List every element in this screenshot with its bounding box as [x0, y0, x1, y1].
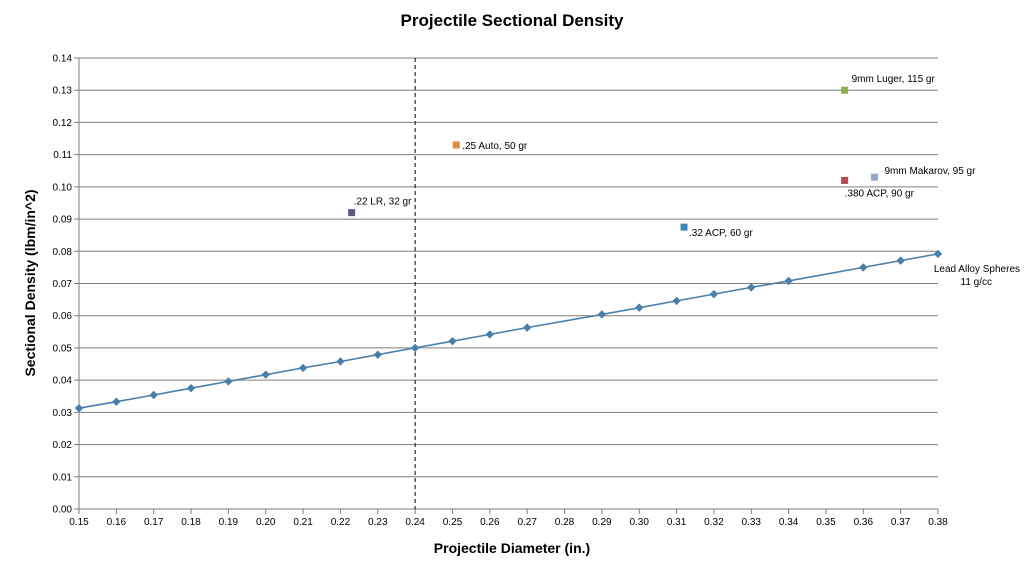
- lead-spheres-marker: [224, 377, 233, 386]
- lead-spheres-marker: [522, 323, 532, 332]
- y-tick-label: 0.03: [53, 408, 73, 419]
- series-layer: Lead Alloy Spheres 11 g/cc: [74, 58, 1020, 509]
- x-tick-label: 0.28: [555, 517, 575, 528]
- grid-layer: [79, 57, 938, 478]
- x-tick-label: 0.21: [293, 517, 313, 528]
- x-tick-label: 0.29: [592, 517, 612, 528]
- y-tick-label: 0.04: [53, 376, 73, 387]
- y-tick-label: 0.00: [53, 505, 73, 516]
- lead-spheres-marker: [933, 249, 943, 259]
- lead-spheres-marker: [373, 350, 382, 359]
- lead-spheres-marker: [261, 370, 270, 379]
- x-tick-label: 0.24: [405, 517, 425, 528]
- y-tick-label: 0.05: [53, 343, 73, 354]
- y-tick-label: 0.10: [53, 182, 73, 193]
- lead-spheres-marker: [410, 343, 420, 353]
- lead-spheres-line: [78, 253, 939, 409]
- y-tick-label: 0.02: [53, 440, 73, 451]
- cartridge-point: [841, 176, 849, 184]
- lead-spheres-marker: [485, 330, 495, 339]
- lead-spheres-marker: [859, 263, 868, 272]
- x-tick-label: 0.37: [891, 517, 911, 528]
- points-layer: .22 LR, 32 gr .25 Auto, 50 gr .32 ACP, 60 …: [348, 74, 976, 239]
- lead-spheres-marker: [635, 303, 644, 312]
- y-axis-label: Sectional Density (lbm/in^2): [22, 189, 38, 376]
- lead-spheres-marker: [336, 357, 345, 366]
- x-axis-label: Projectile Diameter (in.): [434, 540, 590, 556]
- lead-spheres-marker: [74, 403, 84, 413]
- y-tick-label: 0.12: [53, 118, 73, 129]
- cartridge-label: 9mm Makarov, 95 gr: [885, 166, 977, 177]
- x-tick-label: 0.31: [667, 517, 687, 528]
- x-tick-label: 0.34: [779, 517, 799, 528]
- x-tick-label: 0.20: [256, 517, 276, 528]
- cartridge-point: [871, 173, 879, 181]
- series-label-line2: 11 g/cc: [961, 277, 993, 288]
- y-tick-label: 0.08: [53, 247, 73, 258]
- cartridge-point: [348, 209, 356, 217]
- x-tick-label: 0.26: [480, 517, 500, 528]
- x-tick-label: 0.36: [854, 517, 874, 528]
- x-tick-label: 0.32: [704, 517, 724, 528]
- x-tick-label: 0.23: [368, 517, 388, 528]
- y-tick-label: 0.13: [53, 86, 73, 97]
- lead-spheres-marker: [896, 256, 905, 265]
- y-tick-label: 0.06: [53, 311, 73, 322]
- x-tick-label: 0.30: [629, 517, 649, 528]
- cartridge-label: .25 Auto, 50 gr: [462, 141, 528, 152]
- y-tick-label: 0.11: [53, 150, 72, 161]
- lead-spheres-marker: [709, 289, 719, 299]
- series-label-line1: Lead Alloy Spheres: [934, 264, 1020, 275]
- x-tick-label: 0.38: [928, 517, 948, 528]
- y-tick-label: 0.07: [53, 279, 73, 290]
- lead-spheres-marker: [112, 397, 121, 406]
- chart-title: Projectile Sectional Density: [401, 11, 625, 30]
- lead-spheres-marker: [597, 310, 607, 319]
- lead-spheres-marker: [747, 283, 756, 292]
- lead-spheres-marker: [448, 336, 457, 346]
- x-tick-label: 0.16: [107, 517, 127, 528]
- y-tick-label: 0.01: [53, 472, 73, 483]
- axis-layer: 0.00 0.01 0.02 0.03 0.04 0.05 0.06 0.07 0.08 0.09…: [53, 54, 949, 529]
- x-tick-label: 0.33: [742, 517, 762, 528]
- cartridge-label: 9mm Luger, 115 gr: [852, 74, 936, 85]
- x-tick-label: 0.27: [517, 517, 537, 528]
- cartridge-point: [680, 223, 688, 231]
- x-tick-label: 0.19: [219, 517, 239, 528]
- cartridge-label: .380 ACP, 90 gr: [845, 188, 915, 199]
- cartridge-point: [841, 86, 849, 94]
- x-tick-label: 0.17: [144, 517, 164, 528]
- x-tick-label: 0.18: [181, 517, 201, 528]
- lead-spheres-marker: [186, 383, 196, 393]
- x-tick-label: 0.22: [331, 517, 351, 528]
- cartridge-label: .32 ACP, 60 gr: [689, 228, 753, 239]
- lead-spheres-marker: [298, 363, 308, 373]
- cartridge-point: [452, 141, 460, 149]
- lead-spheres-marker: [672, 296, 681, 306]
- lead-spheres-marker: [149, 390, 158, 400]
- y-tick-label: 0.09: [53, 215, 73, 226]
- x-tick-label: 0.25: [443, 517, 463, 528]
- y-tick-label: 0.14: [53, 54, 73, 65]
- cartridge-label: .22 LR, 32 gr: [354, 197, 412, 208]
- x-tick-label: 0.15: [69, 517, 89, 528]
- x-tick-label: 0.35: [816, 517, 836, 528]
- lead-spheres-marker: [784, 276, 793, 286]
